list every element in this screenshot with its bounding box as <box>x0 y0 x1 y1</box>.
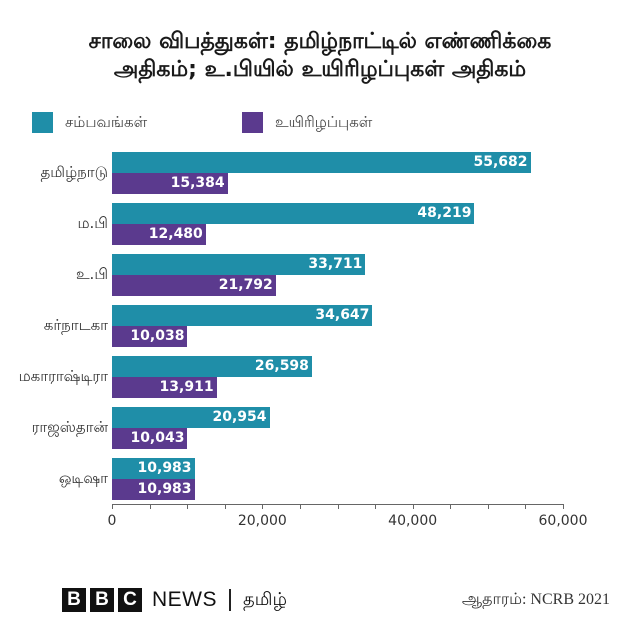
category-label: தமிழ்நாடு <box>40 163 108 181</box>
x-tick <box>224 504 226 509</box>
x-tick <box>375 504 377 509</box>
bar-value-label: 10,983 <box>137 460 192 476</box>
bar-value-label: 20,954 <box>212 409 267 425</box>
x-tick <box>450 504 452 509</box>
bar-deaths: 12,480 <box>112 224 206 245</box>
x-tick <box>112 504 113 509</box>
bbc-letter-b1: B <box>62 588 86 612</box>
x-tick <box>187 504 189 509</box>
category-label: ம.பி <box>77 214 108 232</box>
bar-value-label: 26,598 <box>254 358 309 374</box>
bar-value-label: 10,983 <box>137 481 192 497</box>
x-tick-label: 0 <box>107 513 117 529</box>
x-tick <box>525 504 527 509</box>
legend-label-deaths: உயிரிழப்புகள் <box>275 112 373 131</box>
bar-accidents: 34,647 <box>112 305 373 326</box>
bar-value-label: 15,384 <box>170 175 225 191</box>
bar-value-label: 33,711 <box>308 256 363 272</box>
bar-accidents: 33,711 <box>112 254 366 275</box>
bar-value-label: 12,480 <box>148 226 203 242</box>
x-tick-label: 40,000 <box>388 513 438 529</box>
brand-language: தமிழ் <box>243 588 287 610</box>
legend-item-deaths: உயிரிழப்புகள் <box>242 112 372 133</box>
bbc-letter-c: C <box>118 588 142 612</box>
bar-accidents: 10,983 <box>112 458 195 479</box>
x-tick <box>262 504 264 509</box>
x-tick <box>299 504 301 509</box>
bar-value-label: 48,219 <box>417 205 472 221</box>
category-label: கர்நாடகா <box>43 316 108 334</box>
bar-value-label: 10,038 <box>130 328 185 344</box>
bar-accidents: 20,954 <box>112 407 270 428</box>
category-label: மகாராஷ்டிரா <box>18 367 108 385</box>
news-wordmark: NEWS <box>152 588 217 611</box>
x-tick <box>412 504 414 509</box>
chart-title: சாலை விபத்துகள்: தமிழ்நாட்டில் எண்ணிக்கை… <box>0 28 640 84</box>
category-label: ஒடிஷா <box>58 469 108 487</box>
legend-item-accidents: சம்பவங்கள் <box>32 112 147 133</box>
legend-swatch-deaths <box>242 112 263 133</box>
x-tick <box>337 504 339 509</box>
x-tick-label: 20,000 <box>237 513 287 529</box>
bar-value-label: 10,043 <box>130 430 185 446</box>
x-tick <box>563 504 564 509</box>
bbc-letter-b2: B <box>90 588 114 612</box>
bar-value-label: 13,911 <box>159 379 214 395</box>
bar-deaths: 21,792 <box>112 275 276 296</box>
bar-deaths: 13,911 <box>112 377 217 398</box>
logo-divider <box>229 589 231 611</box>
bar-deaths: 10,038 <box>112 326 188 347</box>
bar-value-label: 55,682 <box>473 154 528 170</box>
bbc-news-tamil-logo: B B C NEWS தமிழ் <box>62 588 287 612</box>
chart-title-line2: அதிகம்; உ.பியில் உயிரிழப்புகள் அதிகம் <box>113 57 527 82</box>
source-note: ஆதாரம்: NCRB 2021 <box>461 591 610 608</box>
category-label: உ.பி <box>75 265 108 283</box>
bar-accidents: 26,598 <box>112 356 312 377</box>
category-label: ராஜஸ்தான் <box>31 418 108 436</box>
bar-deaths: 10,983 <box>112 479 195 500</box>
x-tick <box>487 504 489 509</box>
x-tick-label: 60,000 <box>538 513 588 529</box>
chart-title-line1: சாலை விபத்துகள்: தமிழ்நாட்டில் எண்ணிக்கை <box>88 29 552 54</box>
bar-value-label: 34,647 <box>315 307 370 323</box>
x-tick <box>149 504 151 509</box>
legend-swatch-accidents <box>32 112 53 133</box>
bar-accidents: 48,219 <box>112 203 475 224</box>
bar-accidents: 55,682 <box>112 152 531 173</box>
legend-label-accidents: சம்பவங்கள் <box>65 112 148 131</box>
bar-deaths: 15,384 <box>112 173 228 194</box>
bar-deaths: 10,043 <box>112 428 188 449</box>
bar-value-label: 21,792 <box>218 277 273 293</box>
